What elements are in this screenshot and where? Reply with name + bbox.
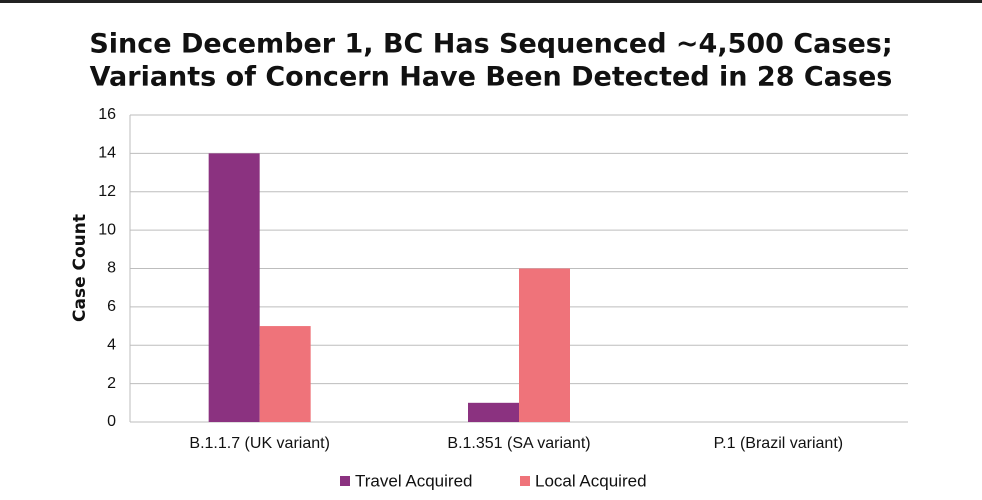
legend-label: Local Acquired: [535, 471, 647, 490]
bar: [519, 268, 570, 422]
x-tick-label: B.1.351 (SA variant): [447, 435, 590, 452]
legend-swatch: [520, 476, 530, 486]
y-tick-label: 14: [98, 145, 116, 162]
legend-swatch: [340, 476, 350, 486]
y-tick-label: 4: [107, 336, 116, 353]
bar: [259, 326, 311, 422]
y-tick-label: 12: [98, 183, 116, 200]
x-tick-label: B.1.1.7 (UK variant): [189, 435, 330, 452]
legend-label: Travel Acquired: [355, 471, 472, 490]
x-tick-label: P.1 (Brazil variant): [714, 435, 844, 452]
chart-title: Variants of Concern Have Been Detected i…: [90, 62, 893, 93]
y-tick-label: 6: [107, 298, 116, 315]
y-tick-label: 0: [107, 413, 116, 430]
y-tick-label: 10: [98, 221, 116, 238]
y-tick-label: 16: [98, 106, 116, 123]
y-axis-title: Case Count: [70, 214, 90, 322]
bar: [468, 402, 519, 422]
y-tick-label: 2: [107, 375, 116, 392]
top-border: [0, 0, 982, 3]
bar: [208, 153, 260, 422]
chart-title: Since December 1, BC Has Sequenced ~4,50…: [89, 29, 892, 60]
y-tick-label: 8: [107, 260, 116, 277]
